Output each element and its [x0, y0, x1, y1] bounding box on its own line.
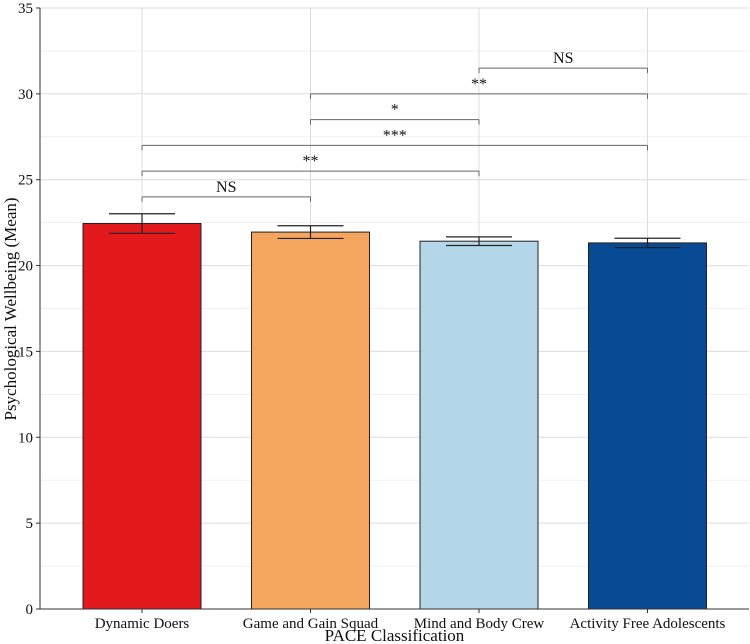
x-axis-title: PACE Classification	[325, 626, 465, 644]
y-axis-title: Psychological Wellbeing (Mean)	[1, 197, 20, 420]
bar	[251, 231, 370, 610]
y-tick-label: 25	[18, 173, 33, 189]
bar	[82, 223, 202, 610]
significance-brackets: NS********NS	[141, 50, 648, 202]
significance-label: **	[303, 153, 319, 170]
y-tick-label: 5	[26, 516, 34, 532]
bar	[419, 240, 539, 610]
y-tick-label: 20	[18, 259, 33, 275]
significance-label: **	[471, 76, 487, 93]
axes	[39, 8, 749, 610]
error-bars	[109, 213, 681, 249]
y-tick-label: 30	[18, 87, 33, 103]
significance-label: NS	[216, 179, 236, 196]
significance-label: NS	[553, 50, 573, 67]
y-tick-labels: 0 5 10 15 20 25 30 35	[18, 1, 40, 618]
x-tick-label: Activity Free Adolescents	[570, 616, 726, 632]
significance-label: ***	[383, 127, 407, 144]
bars	[82, 223, 707, 610]
bar	[588, 242, 707, 610]
y-tick-label: 35	[18, 1, 33, 17]
y-tick-label: 15	[18, 344, 33, 360]
y-tick-label: 10	[18, 430, 33, 446]
x-tick-label: Mind and Body Crew	[414, 616, 545, 632]
y-tick-label: 0	[26, 602, 34, 618]
x-tick-label: Dynamic Doers	[95, 616, 190, 632]
x-tick-label: Game and Gain Squad	[243, 616, 379, 632]
significance-label: *	[391, 102, 399, 119]
x-tick-labels: Dynamic Doers Game and Gain Squad Mind and…	[95, 609, 726, 632]
